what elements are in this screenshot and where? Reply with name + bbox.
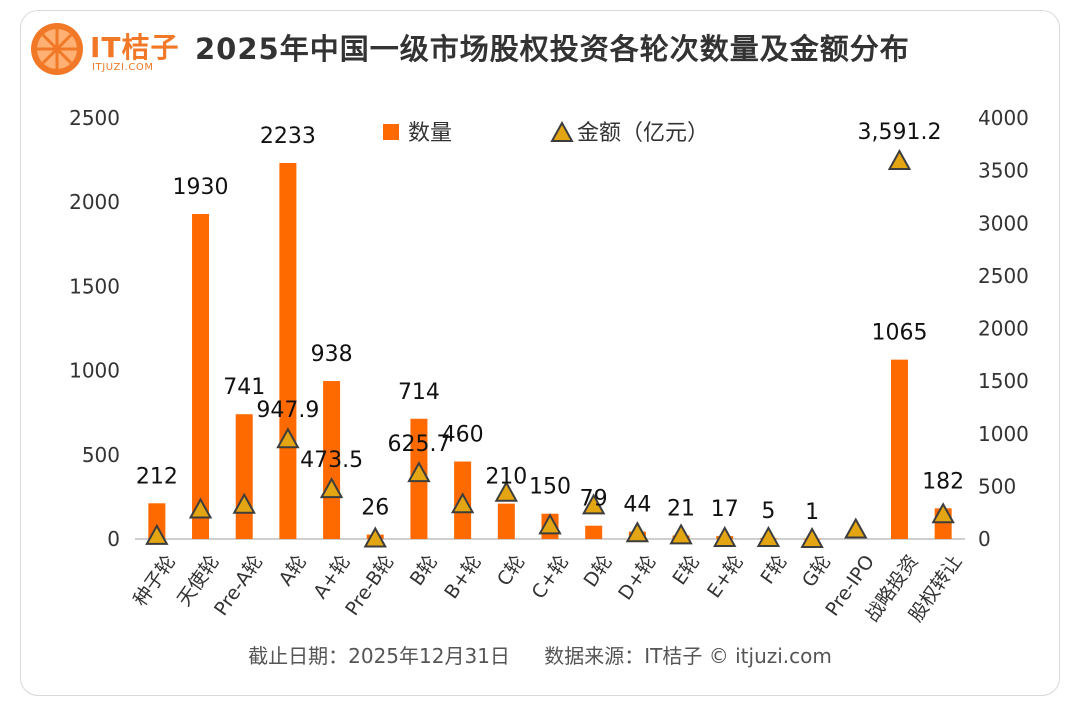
amount-marker [407,461,431,483]
amount-marker [931,502,955,524]
bar [323,381,341,539]
x-tick-label: C+轮 [528,551,574,603]
amount-marker [800,526,824,548]
y-right-tick-label: 2500 [978,264,1029,288]
bar-data-label: 17 [711,497,739,522]
bar [890,359,908,539]
x-tick-label: A+轮 [309,551,355,603]
amount-data-label: 3,591.2 [857,120,941,145]
y-right-tick-label: 2000 [978,317,1029,341]
bar-data-label: 44 [623,493,651,518]
bar-data-label: 2233 [260,124,316,149]
y-left-tick-label: 0 [107,527,120,551]
x-tick-label: D+轮 [614,551,660,604]
bar-data-label: 150 [529,475,571,500]
amount-marker [538,513,562,535]
x-tick-label: E+轮 [703,551,748,602]
y-right-tick-label: 1500 [978,369,1029,393]
bar-data-label: 938 [311,342,353,367]
bar-data-label: 5 [761,499,775,524]
orange-slice-icon [31,23,83,75]
amount-marker [494,480,519,502]
y-left-tick-label: 2500 [69,106,120,130]
amount-data-label: 947.9 [256,398,319,423]
bar-data-label: 1 [805,500,819,525]
y-left-tick-label: 1500 [69,274,120,298]
x-tick-label: G轮 [798,551,835,591]
amount-marker [581,493,606,515]
x-tick-label: 种子轮 [129,551,180,610]
y-right-tick-label: 3500 [978,159,1029,183]
bar [279,162,297,539]
bar-data-label: 741 [223,375,265,400]
y-left-tick-label: 2000 [69,190,120,214]
chart-title: 2025年中国一级市场股权投资各轮次数量及金额分布 [195,32,910,66]
bar-data-label: 210 [485,465,527,490]
y-right-tick-label: 4000 [978,106,1029,130]
bar [497,503,515,539]
legend-marker-amount [550,120,574,142]
bar-data-label: 714 [398,380,440,405]
amount-marker [844,517,868,539]
x-tick-label: C轮 [493,551,530,590]
amount-marker [669,523,693,545]
x-tick-label: E轮 [668,551,704,589]
amount-marker [450,492,475,514]
x-tick-label: B+轮 [440,551,486,603]
y-left-tick-label: 1000 [69,359,120,383]
amount-marker [363,526,387,548]
y-right-tick-label: 3000 [978,211,1029,235]
logo: IT桔子 ITJUZI.COM [30,22,190,82]
amount-marker [188,497,213,519]
amount-marker [145,523,169,545]
footer: 截止日期：2025年12月31日 数据来源：IT桔子 © itjuzi.com [0,640,1080,669]
bar-data-label: 460 [442,423,484,448]
bar-data-label: 212 [136,464,178,489]
x-tick-label: F轮 [756,551,791,588]
bar-data-label: 182 [922,469,964,494]
amount-marker [713,525,737,547]
bar [192,213,210,539]
cutoff-date: 截止日期：2025年12月31日 [248,644,510,668]
amount-marker [625,521,650,543]
amount-marker [319,477,344,499]
amount-marker [756,525,781,547]
bar-data-label: 1930 [173,175,229,200]
legend-swatch-count [383,124,399,140]
amount-marker [232,492,256,514]
x-tick-label: B轮 [406,551,442,590]
amount-marker [276,427,300,449]
y-right-tick-label: 500 [978,474,1016,498]
legend-label-amount: 金额（亿元） [577,121,709,146]
bar-data-label: 21 [667,496,695,521]
data-source: 数据来源：IT桔子 © itjuzi.com [544,644,832,668]
bar-data-label: 1065 [871,321,927,346]
y-right-tick-label: 1000 [978,422,1029,446]
logo-subtext: ITJUZI.COM [92,62,154,73]
legend-label-count: 数量 [408,121,452,146]
amount-data-label: 473.5 [300,448,363,473]
logo-text: IT桔子 [90,31,180,64]
amount-data-label: 625.7 [387,432,450,457]
y-right-tick-label: 0 [978,527,991,551]
bar [235,414,253,539]
amount-marker [887,148,912,171]
bar [148,503,166,539]
x-tick-label: A轮 [275,551,311,590]
bar-data-label: 26 [361,496,389,521]
bar [585,525,603,539]
x-tick-label: D轮 [580,551,617,591]
bar-data-label: 79 [580,487,608,512]
chart-area: 0 500 1000 1500 2000 2500 0 500 1000 1500 2000 2500… [69,106,1029,626]
y-left-tick-label: 500 [82,443,120,467]
